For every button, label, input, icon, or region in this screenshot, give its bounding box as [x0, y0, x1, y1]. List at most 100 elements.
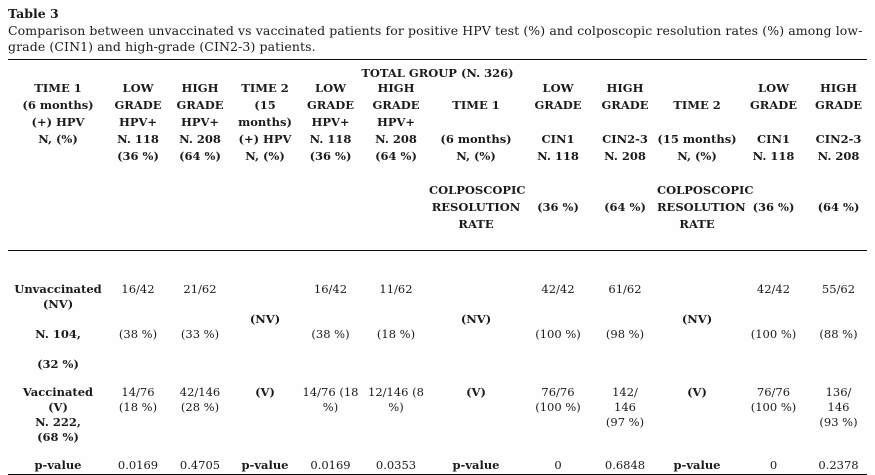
cell-line — [593, 165, 657, 182]
cell-unvax-t1res-label: (NV) — [429, 282, 523, 372]
cell-vax-t1res-label: (V) — [429, 385, 523, 445]
cell-line — [8, 312, 108, 327]
cell-line — [429, 297, 523, 312]
cell-line — [298, 312, 363, 327]
cell-line: (100 %) — [750, 400, 797, 414]
cell-line: %) — [322, 400, 339, 414]
cell-line: (38 %) — [311, 327, 350, 341]
cell-unvax-t2-label: (NV) — [232, 282, 298, 372]
cell-line: HPV+ — [311, 115, 350, 129]
cell-vax-t1-high-hpv: 42/146 (28 %) — [168, 385, 232, 445]
cell-line: (36 %) — [537, 200, 579, 214]
cell-line — [523, 312, 593, 327]
table-header-row: TIME 1 (6 months) (+) HPV N, (%) LOW GRADE HP… — [8, 80, 867, 233]
row-label-pvalue-2: p-value — [232, 458, 298, 473]
cell-line: N. 208 — [179, 132, 221, 146]
row-vaccinated: Vaccinated (V) N. 222, (68 %) 14/76 (18 %) 4… — [8, 385, 867, 445]
cell-vax-t2res-cin23: 136/146 (93 %) — [810, 385, 867, 445]
cell-line: 0.0169 — [310, 458, 351, 472]
cell-line: 0 — [769, 458, 778, 472]
cell-line — [657, 80, 737, 97]
cell-line — [429, 114, 523, 131]
cell-line: 12/146 (8 — [368, 385, 424, 399]
hdr-high-grade-cin23-1: HIGH GRADE CIN2-3 N. 208 (64 %) — [593, 80, 657, 233]
cell-line — [593, 312, 657, 327]
cell-line — [737, 297, 810, 312]
cell-line: (36 %) — [309, 149, 352, 163]
cell-line: (64 %) — [817, 200, 860, 214]
cell-pval-t2-high-hpv: 0.0353 — [363, 458, 429, 473]
cell-line: N. 118 — [537, 149, 579, 163]
cell-unvax-t1-low-hpv: 16/42 (38 %) — [108, 282, 168, 372]
cell-line: 0.2378 — [818, 458, 859, 472]
cell-line: 42/42 — [756, 282, 791, 296]
hdr-high-grade-hpv-2: HIGH GRADE HPV+ N. 208 (64 %) — [363, 80, 429, 233]
hdr-low-grade-hpv-1: LOW GRADE HPV+ N. 118 (36 %) — [108, 80, 168, 233]
cell-line: (15 — [254, 98, 276, 112]
cell-line: LOW — [757, 81, 790, 95]
cell-line: 0.0353 — [375, 458, 417, 472]
cell-line — [168, 297, 232, 312]
cell-line — [363, 297, 429, 312]
row-unvaccinated: Unvaccinated (NV) N. 104, (32 %) 16/42 (38 %… — [8, 282, 867, 372]
cell-line: 21/62 — [183, 282, 217, 296]
cell-line: LOW — [122, 81, 154, 95]
cell-unvax-t2-low-hpv: 16/42 (38 %) — [298, 282, 363, 372]
cell-line: TIME 1 — [34, 81, 82, 95]
cell-line: (28 %) — [180, 400, 220, 414]
cell-line: LOW — [542, 81, 574, 95]
cell-line: GRADE — [114, 98, 162, 112]
total-group-header: TOTAL GROUP (N. 326) — [361, 66, 514, 80]
cell-line — [657, 165, 737, 182]
cell-line — [737, 165, 810, 182]
cell-line: 42/42 — [541, 282, 575, 296]
cell-line: (18 %) — [118, 400, 158, 414]
cell-line — [108, 312, 168, 327]
cell-line: CIN1 — [541, 132, 575, 146]
cell-line: p-value — [452, 458, 500, 472]
cell-line: CIN1 — [756, 132, 791, 146]
cell-vax-t1-low-hpv: 14/76 (18 %) — [108, 385, 168, 445]
cell-line: LOW — [314, 81, 347, 95]
cell-line: (+) HPV — [31, 115, 85, 129]
cell-line: 0.4705 — [179, 458, 221, 472]
cell-line: 136/ — [825, 385, 852, 399]
row-label-pvalue-4: p-value — [657, 458, 737, 473]
cell-line: GRADE — [814, 98, 863, 112]
cell-line — [523, 297, 593, 312]
cell-line: GRADE — [176, 98, 224, 112]
cell-line: 0.0169 — [117, 458, 159, 472]
cell-line: (32 %) — [37, 357, 79, 371]
hdr-time2-colposcopic: TIME 2 (15 months) N, (%) COLPOSCOPIC RESOLU… — [657, 80, 754, 233]
table-rule-top — [8, 59, 867, 60]
cell-line: RATE — [679, 217, 715, 231]
cell-line — [657, 297, 737, 312]
cell-line — [232, 297, 298, 312]
cell-line — [810, 297, 867, 312]
cell-line: (NV) — [249, 312, 281, 326]
row-pvalue: p-value 0.0169 0.4705 p-value 0.0169 0.0… — [8, 458, 867, 473]
cell-line: (100 %) — [535, 327, 581, 341]
cell-line: (15 months) — [657, 132, 737, 146]
cell-line: (V) — [48, 400, 68, 414]
cell-line: 146 — [614, 400, 636, 414]
cell-line: (36 %) — [752, 200, 795, 214]
cell-line: HPV+ — [180, 115, 220, 129]
cell-line: 14/76 (18 — [302, 385, 359, 399]
cell-line: 11/62 — [379, 282, 413, 296]
cell-line: (NV) — [42, 297, 74, 311]
cell-line: %) — [388, 400, 404, 414]
cell-line — [737, 114, 810, 131]
cell-line: HPV+ — [376, 115, 416, 129]
cell-line: (NV) — [681, 312, 713, 326]
hdr-low-grade-cin1-1: LOW GRADE CIN1 N. 118 (36 %) — [523, 80, 593, 233]
hdr-time2-hpv: TIME 2 (15 months) (+) HPV N, (%) — [232, 80, 298, 233]
cell-line: (98 %) — [605, 327, 645, 341]
cell-line: TIME 1 — [452, 98, 500, 112]
cell-line: COLPOSCOPIC — [429, 183, 526, 197]
cell-line: N. 104, — [35, 327, 81, 341]
cell-line: N. 208 — [375, 132, 417, 146]
cell-line: (36 %) — [117, 149, 159, 163]
cell-line: GRADE — [372, 98, 420, 112]
